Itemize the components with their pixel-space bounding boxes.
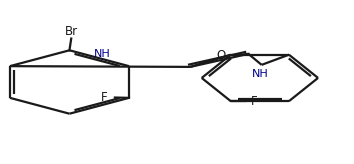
- Text: F: F: [101, 91, 108, 104]
- Text: Br: Br: [65, 25, 79, 38]
- Text: NH: NH: [251, 69, 268, 79]
- Text: O: O: [216, 49, 225, 62]
- Text: F: F: [251, 95, 258, 108]
- Text: NH: NH: [93, 49, 110, 59]
